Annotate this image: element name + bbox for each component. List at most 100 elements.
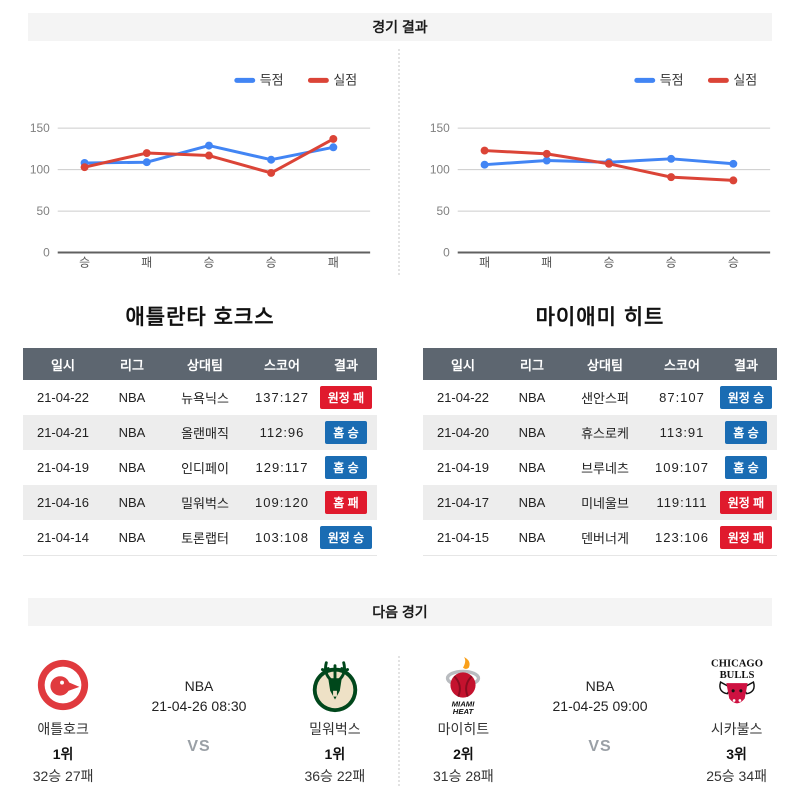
table-row: 21-04-20 NBA 휴스로케 113:91 홈 승	[423, 415, 777, 450]
y-tick-label: 100	[30, 163, 50, 177]
column-header: 상대팀	[161, 348, 249, 380]
column-header: 스코어	[649, 348, 715, 380]
data-point	[480, 160, 489, 169]
legend-label: 실점	[733, 72, 757, 87]
date-cell: 21-04-21	[36, 425, 90, 440]
team-name: 밀워벅스	[309, 721, 361, 737]
data-point	[267, 168, 276, 177]
data-point	[80, 163, 89, 172]
result-badge: 홈 승	[725, 456, 767, 479]
column-header: 스코어	[249, 348, 315, 380]
table-row: 21-04-17 NBA 미네울브 119:111 원정 패	[423, 485, 777, 520]
vs-label: VS	[588, 738, 612, 755]
result-cell: 홈 승	[715, 415, 777, 450]
home-team-block: 애틀호크 1위 32승 27패	[0, 656, 126, 786]
table-row: 21-04-15 NBA 덴버너게 123:106 원정 패	[423, 520, 777, 556]
data-point	[729, 159, 738, 168]
opponent-cell: 올랜매직	[181, 426, 229, 441]
x-tick-label: 패	[479, 255, 490, 269]
team-record: 36승 22패	[304, 768, 366, 784]
home-team-block: MIAMI HEAT 마이히트 2위 31승 28패	[400, 656, 527, 786]
data-point	[667, 173, 676, 182]
result-badge: 원정 승	[719, 386, 773, 409]
svg-text:HEAT: HEAT	[453, 707, 475, 714]
team-record: 31승 28패	[433, 768, 494, 784]
opponent-cell: 휴스로케	[581, 426, 629, 441]
svg-text:MIAMI: MIAMI	[452, 699, 476, 708]
match-info-block: NBA 21-04-26 08:30 VS	[126, 656, 272, 786]
opponent-cell: 인디페이	[181, 461, 229, 476]
result-badge: 원정 패	[319, 386, 373, 409]
next-section-header: 다음 경기	[28, 598, 772, 626]
team-name: 애틀호크	[37, 721, 89, 737]
y-tick-label: 0	[443, 246, 450, 260]
score-cell: 129:117	[255, 460, 309, 475]
table-row: 21-04-19 NBA 인디페이 129:117 홈 승	[23, 450, 377, 485]
opponent-cell: 샌안스퍼	[581, 391, 629, 406]
opponent-cell: 덴버너게	[561, 520, 649, 556]
result-cell: 홈 승	[315, 450, 377, 485]
result-badge: 홈 승	[325, 421, 367, 444]
result-cell: 원정 패	[715, 485, 777, 520]
table-row: 21-04-22 NBA 뉴욕닉스 137:127 원정 패	[23, 380, 377, 415]
x-tick-label: 패	[141, 255, 152, 269]
data-point	[267, 155, 276, 164]
league-cell: NBA	[518, 460, 546, 475]
data-point	[204, 141, 213, 150]
score-line-chart: 득점 실점 0 50 100 150 승 패 승 승 패	[30, 72, 371, 269]
date-cell: 21-04-19	[36, 460, 90, 475]
away-team-title: 마이애미 히트	[535, 306, 665, 329]
date-cell: 21-04-22	[436, 390, 490, 405]
team-rank: 1위	[52, 746, 74, 762]
score-cell: 109:107	[655, 460, 709, 475]
column-header: 결과	[715, 348, 777, 380]
league-cell: NBA	[518, 425, 546, 440]
column-header: 일시	[23, 348, 103, 380]
legend-label: 득점	[260, 72, 284, 87]
x-tick-label: 승	[266, 255, 277, 269]
table-row: 21-04-14 NBA 토론랩터 103:108 원정 승	[23, 520, 377, 556]
x-tick-label: 패	[328, 255, 339, 269]
heat-logo-wrap: MIAMI HEAT	[434, 656, 492, 716]
column-header: 결과	[315, 348, 377, 380]
date-cell: 21-04-16	[36, 495, 90, 510]
results-section-header: 경기 결과	[28, 13, 772, 41]
hawks-logo-wrap	[34, 656, 92, 714]
team-name: 마이히트	[437, 721, 490, 737]
svg-text:CHICAGO: CHICAGO	[711, 659, 763, 670]
score-cell: 113:91	[659, 425, 705, 440]
away-team-block: CHICAGO BULLS 시카불스 3위 25승 34패	[673, 656, 800, 786]
result-cell: 원정 패	[315, 380, 377, 415]
league-label: NBA	[184, 678, 214, 694]
team-record: 32승 27패	[32, 768, 94, 784]
x-tick-label: 승	[603, 255, 614, 269]
bucks-logo	[312, 661, 358, 713]
league-cell: NBA	[518, 390, 546, 405]
opponent-cell: 뉴욕닉스	[181, 391, 229, 406]
result-badge: 홈 승	[325, 456, 367, 479]
result-cell: 원정 승	[715, 380, 777, 415]
data-point	[729, 176, 738, 185]
result-badge: 홈 패	[325, 491, 367, 514]
score-line-chart: 득점 실점 0 50 100 150 패 패 승 승 승	[430, 72, 771, 269]
x-tick-label: 승	[728, 255, 739, 269]
home-team-table-wrap: 일시 리그 상대팀 스코어 결과 21-04-22 NBA 뉴욕닉스 137:127 원정 패 21…	[0, 348, 400, 556]
team-record: 25승 34패	[706, 768, 767, 784]
x-tick-label: 패	[541, 255, 552, 269]
league-cell: NBA	[118, 495, 146, 510]
recent-games-table: 일시 리그 상대팀 스코어 결과 21-04-22 NBA 뉴욕닉스 137:127 원정 패 21…	[23, 348, 377, 556]
result-badge: 홈 승	[725, 421, 767, 444]
match-info-block: NBA 21-04-25 09:00 VS	[527, 656, 673, 786]
opponent-cell: 토론랩터	[161, 520, 249, 556]
column-header: 리그	[503, 348, 561, 380]
bucks-logo-wrap	[306, 656, 364, 714]
date-cell: 21-04-17	[436, 495, 490, 510]
date-cell: 21-04-19	[436, 460, 490, 475]
next-game-left: 애틀호크 1위 32승 27패 NBA 21-04-26 08:30 VS 밀워벅스 1위 3…	[0, 656, 400, 786]
table-header-row: 일시 리그 상대팀 스코어 결과	[423, 348, 777, 380]
column-header: 상대팀	[561, 348, 649, 380]
svg-text:BULLS: BULLS	[719, 670, 754, 681]
column-header: 리그	[103, 348, 161, 380]
data-point	[542, 156, 551, 165]
league-cell: NBA	[518, 495, 546, 510]
